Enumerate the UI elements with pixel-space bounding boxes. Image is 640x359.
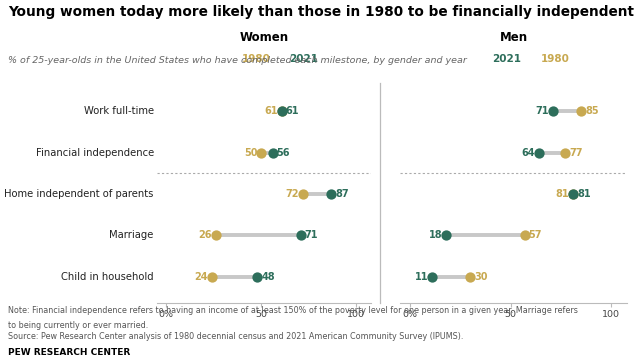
Text: 26: 26 — [198, 230, 212, 240]
Text: 77: 77 — [569, 148, 582, 158]
Text: Work full-time: Work full-time — [84, 107, 154, 116]
Text: 30: 30 — [474, 271, 488, 281]
Text: PEW RESEARCH CENTER: PEW RESEARCH CENTER — [8, 348, 131, 357]
Title: Men: Men — [500, 31, 527, 44]
Text: 2021: 2021 — [290, 54, 319, 64]
Point — [252, 274, 262, 279]
Text: 18: 18 — [429, 230, 442, 240]
Point — [568, 191, 578, 197]
Text: 87: 87 — [335, 189, 349, 199]
Text: 72: 72 — [285, 189, 299, 199]
Text: Home independent of parents: Home independent of parents — [4, 189, 154, 199]
Point — [326, 191, 337, 197]
Text: 61: 61 — [286, 107, 300, 116]
Text: to being currently or ever married.: to being currently or ever married. — [8, 321, 148, 330]
Point — [441, 232, 451, 238]
Point — [298, 191, 308, 197]
Text: 71: 71 — [305, 230, 318, 240]
Text: 85: 85 — [585, 107, 598, 116]
Point — [465, 274, 476, 279]
Text: 64: 64 — [521, 148, 534, 158]
Text: Young women today more likely than those in 1980 to be financially independent: Young women today more likely than those… — [8, 5, 634, 19]
Text: % of 25-year-olds in the United States who have completed each milestone, by gen: % of 25-year-olds in the United States w… — [8, 56, 467, 65]
Text: 57: 57 — [529, 230, 542, 240]
Point — [520, 232, 530, 238]
Title: Women: Women — [239, 31, 289, 44]
Point — [427, 274, 437, 279]
Text: 81: 81 — [577, 189, 591, 199]
Text: 56: 56 — [276, 148, 290, 158]
Text: 50: 50 — [244, 148, 257, 158]
Text: 2021: 2021 — [492, 54, 520, 64]
Point — [548, 108, 558, 114]
Text: 71: 71 — [535, 107, 548, 116]
Point — [268, 150, 278, 155]
Point — [568, 191, 578, 197]
Text: 11: 11 — [415, 271, 428, 281]
Text: 1980: 1980 — [242, 54, 271, 64]
Point — [256, 150, 266, 155]
Point — [560, 150, 570, 155]
Text: Financial independence: Financial independence — [36, 148, 154, 158]
Text: Marriage: Marriage — [109, 230, 154, 240]
Text: 48: 48 — [261, 271, 275, 281]
Text: 24: 24 — [195, 271, 208, 281]
Point — [534, 150, 544, 155]
Text: Child in household: Child in household — [61, 271, 154, 281]
Point — [207, 274, 217, 279]
Point — [211, 232, 221, 238]
Text: Source: Pew Research Center analysis of 1980 decennial census and 2021 American : Source: Pew Research Center analysis of … — [8, 332, 464, 341]
Point — [576, 108, 586, 114]
Text: 81: 81 — [556, 189, 569, 199]
Point — [277, 108, 287, 114]
Point — [296, 232, 306, 238]
Text: 61: 61 — [265, 107, 278, 116]
Text: Note: Financial independence refers to having an income of at least 150% of the : Note: Financial independence refers to h… — [8, 306, 578, 315]
Text: 1980: 1980 — [541, 54, 570, 64]
Point — [277, 108, 287, 114]
